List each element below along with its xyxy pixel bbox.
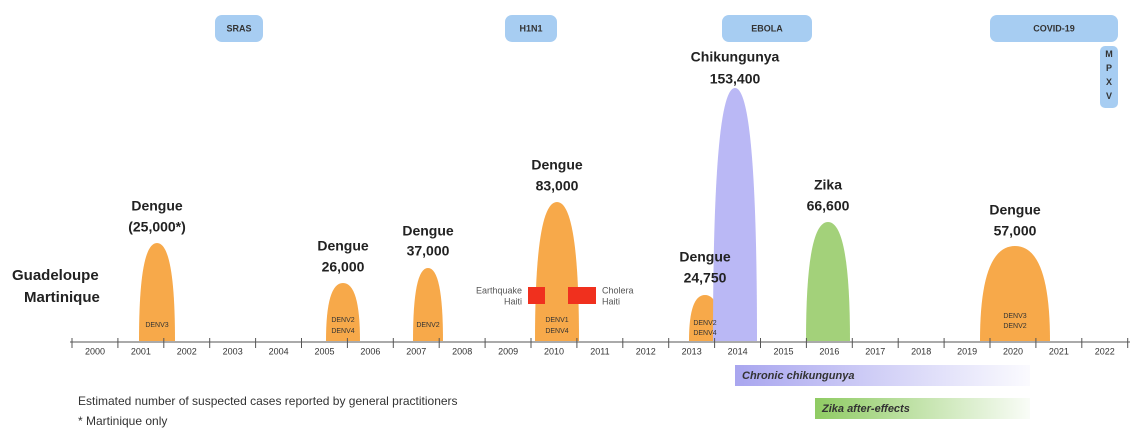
peak-cases: 37,000 [407, 243, 450, 259]
peak-name: Dengue [317, 238, 369, 254]
year-label: 2019 [957, 346, 977, 356]
epidemic-peak [139, 243, 175, 341]
year-label: 2015 [773, 346, 793, 356]
year-label: 2001 [131, 346, 151, 356]
year-label: 2005 [314, 346, 334, 356]
pill-label: COVID-19 [1033, 23, 1075, 33]
event-label: Earthquake [476, 285, 522, 295]
event-marker [528, 287, 545, 304]
peak-name: Dengue [679, 249, 731, 265]
epidemic-peak [535, 202, 579, 341]
pill-label: EBOLA [751, 23, 783, 33]
peak-cases: 153,400 [710, 71, 761, 87]
year-label: 2000 [85, 346, 105, 356]
serotype: DENV4 [331, 328, 354, 335]
serotype: DENV2 [331, 317, 354, 324]
serotype: DENV2 [416, 322, 439, 329]
bar-label: Chronic chikungunya [742, 370, 854, 382]
region-label: Guadeloupe [12, 267, 99, 284]
epidemic-peak [806, 222, 850, 341]
pill [505, 15, 557, 42]
peak-name: Zika [814, 177, 842, 193]
year-label: 2010 [544, 346, 564, 356]
peak-cases: 83,000 [536, 178, 579, 194]
year-label: 2018 [911, 346, 931, 356]
peak-name: Chikungunya [691, 49, 780, 65]
epidemic-peak [713, 88, 757, 341]
footnote: Estimated number of suspected cases repo… [78, 394, 458, 408]
pill-label: SRAS [226, 23, 251, 33]
epidemic-peak [326, 283, 360, 341]
serotype: DENV2 [1003, 323, 1026, 330]
region-label: Martinique [24, 289, 100, 306]
peak-cases: 57,000 [994, 223, 1037, 239]
year-label: 2007 [406, 346, 426, 356]
epidemic-peak [980, 246, 1050, 341]
peak-name: Dengue [131, 198, 183, 214]
duration-bar [815, 398, 1030, 419]
year-label: 2006 [360, 346, 380, 356]
serotype: DENV4 [693, 330, 716, 337]
year-label: 2013 [682, 346, 702, 356]
serotype: DENV3 [145, 322, 168, 329]
pill [215, 15, 263, 42]
serotype: DENV2 [693, 320, 716, 327]
peak-cases: (25,000*) [128, 219, 186, 235]
pill [1100, 46, 1118, 108]
peak-name: Dengue [989, 202, 1041, 218]
epidemic-peak [689, 295, 721, 341]
year-label: 2017 [865, 346, 885, 356]
peak-name: Dengue [402, 223, 454, 239]
year-label: 2008 [452, 346, 472, 356]
peak-cases: 26,000 [322, 259, 365, 275]
serotype: DENV4 [545, 328, 568, 335]
year-label: 2011 [590, 346, 609, 356]
event-label: Haiti [602, 296, 620, 306]
year-label: 2022 [1095, 346, 1115, 356]
epidemic-peak [413, 268, 443, 341]
year-label: 2009 [498, 346, 518, 356]
year-label: 2016 [819, 346, 839, 356]
footnote: * Martinique only [78, 414, 167, 428]
year-label: 2003 [223, 346, 243, 356]
peak-cases: 66,600 [807, 198, 850, 214]
duration-bar [735, 365, 1030, 386]
year-label: 2004 [269, 346, 289, 356]
serotype: DENV3 [1003, 313, 1026, 320]
event-marker [568, 287, 596, 304]
bar-label: Zika after-effects [821, 403, 910, 415]
event-label: Haiti [504, 296, 522, 306]
year-label: 2014 [728, 346, 748, 356]
peak-name: Dengue [531, 157, 583, 173]
peak-cases: 24,750 [684, 270, 727, 286]
pill [722, 15, 812, 42]
serotype: DENV1 [545, 317, 568, 324]
year-label: 2021 [1049, 346, 1069, 356]
year-label: 2020 [1003, 346, 1023, 356]
pill [990, 15, 1118, 42]
pill-label: H1N1 [519, 23, 542, 33]
event-label: Cholera [602, 285, 634, 295]
year-label: 2002 [177, 346, 197, 356]
year-label: 2012 [636, 346, 656, 356]
